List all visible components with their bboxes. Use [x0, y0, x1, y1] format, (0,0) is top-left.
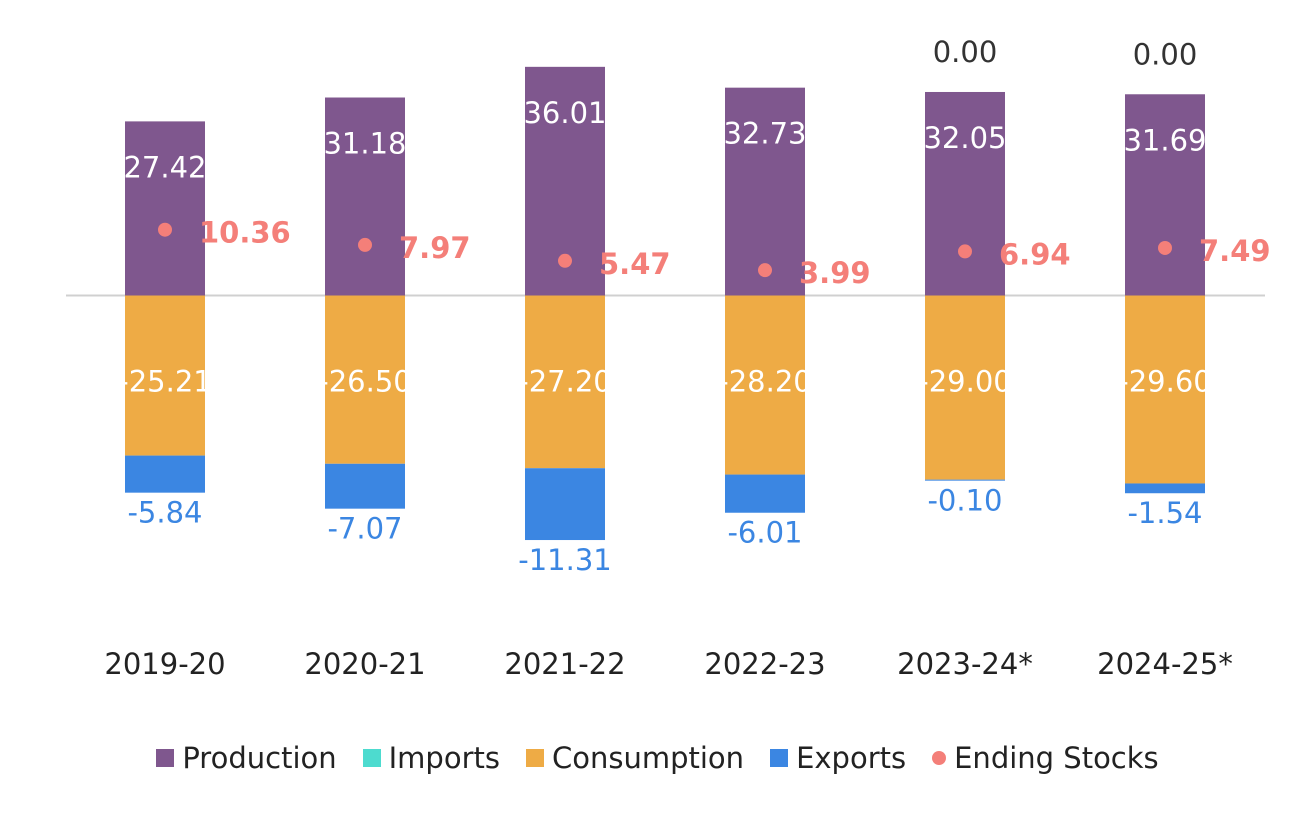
marker-ending-stocks-2019-20 [158, 222, 172, 237]
label-production-2019-20: 27.42 [123, 150, 206, 184]
bar-exports-2021-22 [525, 468, 605, 541]
bar-consumption-2022-23 [725, 295, 805, 475]
label-consumption-2023-24-: -29.00 [918, 365, 1012, 399]
label-ending-stocks-2021-22: 5.47 [599, 247, 671, 281]
bar-exports-2024-25- [1125, 483, 1205, 494]
label-consumption-2024-25-: -29.60 [1118, 365, 1212, 399]
label-exports-2019-20: -5.84 [127, 496, 202, 530]
x-tick-2019-20: 2019-20 [104, 647, 225, 681]
label-exports-2021-22: -11.31 [518, 543, 612, 577]
bar-production-2019-20 [125, 121, 205, 296]
marker-ending-stocks-2020-21 [358, 237, 372, 252]
label-consumption-2020-21: -26.50 [318, 365, 412, 399]
legend-label-imports: Imports [388, 741, 500, 775]
legend-swatch-consumption [525, 749, 544, 767]
bar-consumption-2019-20 [125, 295, 205, 456]
label-ending-stocks-2020-21: 7.97 [399, 231, 471, 265]
legend-swatch-imports [362, 749, 381, 767]
x-tick-2020-21: 2020-21 [304, 647, 425, 681]
x-tick-2022-23: 2022-23 [704, 647, 825, 681]
bar-production-2022-23 [725, 87, 805, 296]
label-exports-2023-24-: -0.10 [927, 484, 1002, 518]
legend-item-consumption: Consumption [525, 741, 745, 775]
legend-item-exports: Exports [770, 741, 906, 775]
label-imports-2024-25-: 0.00 [1133, 37, 1198, 71]
x-tick-2021-22: 2021-22 [504, 647, 625, 681]
label-production-2023-24-: 32.05 [923, 121, 1006, 155]
legend-item-ending-stocks: Ending Stocks [932, 741, 1159, 775]
bar-consumption-2021-22 [525, 295, 605, 469]
bar-consumption-2020-21 [325, 295, 405, 464]
bar-exports-2023-24- [925, 479, 1005, 481]
bar-exports-2020-21 [325, 463, 405, 509]
bar-production-2023-24- [925, 91, 1005, 296]
x-tick-2023-24-: 2023-24* [897, 647, 1033, 681]
label-ending-stocks-2022-23: 3.99 [799, 256, 871, 290]
label-consumption-2022-23: -28.20 [718, 365, 812, 399]
label-ending-stocks-2019-20: 10.36 [199, 216, 291, 250]
legend-label-exports: Exports [796, 741, 907, 775]
label-production-2024-25-: 31.69 [1123, 123, 1206, 157]
marker-ending-stocks-2021-22 [558, 253, 572, 268]
bar-consumption-2023-24- [925, 295, 1005, 480]
legend-label-consumption: Consumption [551, 741, 745, 775]
legend-marker-ending-stocks [932, 751, 947, 765]
legend-label-ending-stocks: Ending Stocks [954, 741, 1159, 775]
legend-swatch-exports [770, 749, 789, 767]
legend-swatch-production [156, 749, 175, 767]
legend-label-production: Production [182, 741, 337, 775]
chart-legend: Production Imports Consumption Exports E… [0, 734, 1315, 782]
x-tick-2024-25-: 2024-25* [1097, 647, 1233, 681]
label-consumption-2021-22: -27.20 [518, 365, 612, 399]
marker-ending-stocks-2024-25- [1158, 240, 1172, 255]
legend-item-production: Production [156, 741, 337, 775]
label-production-2022-23: 32.73 [723, 117, 806, 151]
marker-ending-stocks-2023-24- [958, 244, 972, 259]
bar-production-2020-21 [325, 97, 405, 296]
label-exports-2022-23: -6.01 [727, 516, 802, 550]
label-production-2020-21: 31.18 [323, 127, 406, 161]
legend-item-imports: Imports [362, 741, 500, 775]
bar-consumption-2024-25- [1125, 295, 1205, 484]
bar-exports-2022-23 [725, 474, 805, 513]
marker-ending-stocks-2022-23 [758, 263, 772, 278]
label-imports-2023-24-: 0.00 [933, 35, 998, 69]
label-production-2021-22: 36.01 [523, 96, 606, 130]
bar-production-2024-25- [1125, 94, 1205, 296]
bar-exports-2019-20 [125, 455, 205, 493]
label-consumption-2019-20: -25.21 [118, 365, 212, 399]
label-ending-stocks-2024-25-: 7.49 [1199, 234, 1271, 268]
label-exports-2024-25-: -1.54 [1127, 496, 1202, 530]
label-exports-2020-21: -7.07 [327, 512, 402, 546]
label-ending-stocks-2023-24-: 6.94 [999, 237, 1071, 271]
